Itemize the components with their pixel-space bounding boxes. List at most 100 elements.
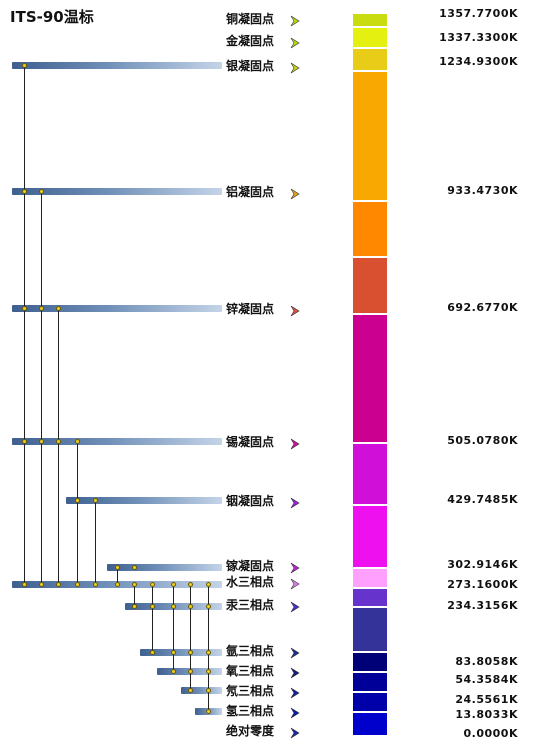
chevron-right-icon[interactable] [289, 185, 301, 200]
interval-bar [12, 188, 222, 195]
scale-band [353, 72, 387, 200]
junction-dot [115, 582, 120, 587]
temperature-value: 13.8033K [455, 708, 518, 721]
chevron-right-icon[interactable] [289, 575, 301, 590]
interval-bar [66, 497, 222, 504]
chevron-right-icon[interactable] [289, 34, 301, 49]
interval-bar [12, 62, 222, 69]
junction-dot [56, 439, 61, 444]
point-label: 氩三相点 [225, 644, 274, 658]
scale-band [353, 506, 387, 567]
junction-dot [39, 439, 44, 444]
temperature-value: 54.3584K [455, 673, 518, 686]
junction-dot [206, 604, 211, 609]
point-label: 氢三相点 [225, 704, 274, 718]
junction-dot [171, 604, 176, 609]
junction-dot [206, 688, 211, 693]
temperature-value: 273.1600K [447, 578, 518, 591]
chevron-right-icon[interactable] [289, 494, 301, 509]
chevron-right-icon[interactable] [289, 684, 301, 699]
point-label: 锡凝固点 [225, 435, 274, 449]
junction-dot [188, 582, 193, 587]
junction-dot [75, 582, 80, 587]
interval-bar [12, 438, 222, 445]
connector-line [58, 308, 59, 584]
chevron-right-icon[interactable] [289, 644, 301, 659]
junction-dot [22, 439, 27, 444]
scale-band [353, 693, 387, 711]
temperature-value: 302.9146K [447, 558, 518, 571]
scale-band [353, 49, 387, 70]
scale-band [353, 258, 387, 313]
junction-dot [206, 582, 211, 587]
connector-line [173, 584, 174, 671]
junction-dot [150, 582, 155, 587]
scale-band [353, 608, 387, 651]
temperature-value: 1357.7700K [439, 7, 518, 20]
temperature-value: 83.8058K [455, 655, 518, 668]
connector-line [208, 584, 209, 711]
connector-line [134, 584, 135, 606]
junction-dot [56, 582, 61, 587]
scale-band [353, 202, 387, 256]
point-label: 水三相点 [225, 575, 274, 589]
point-label: 氖三相点 [225, 684, 274, 698]
scale-band [353, 673, 387, 691]
junction-dot [188, 688, 193, 693]
chevron-right-icon[interactable] [289, 12, 301, 27]
point-label: 绝对零度 [225, 724, 274, 738]
junction-dot [188, 650, 193, 655]
junction-dot [75, 439, 80, 444]
point-label: 铟凝固点 [225, 494, 274, 508]
junction-dot [22, 582, 27, 587]
connector-line [24, 65, 25, 584]
scale-band [353, 653, 387, 671]
junction-dot [206, 669, 211, 674]
point-label: 铜凝固点 [225, 12, 274, 26]
junction-dot [132, 604, 137, 609]
temperature-value: 1234.9300K [439, 55, 518, 68]
temperature-value: 505.0780K [447, 434, 518, 447]
scale-band [353, 28, 387, 47]
point-label: 氧三相点 [225, 664, 274, 678]
point-label: 铝凝固点 [225, 185, 274, 199]
connector-line [41, 278, 42, 584]
scale-band [353, 589, 387, 606]
connector-line [95, 500, 96, 584]
connector-line [77, 441, 78, 584]
junction-dot [188, 669, 193, 674]
scale-band [353, 14, 387, 26]
interval-bar [181, 687, 222, 694]
junction-dot [39, 306, 44, 311]
junction-dot [171, 669, 176, 674]
temperature-value: 933.4730K [447, 184, 518, 197]
scale-band [353, 569, 387, 587]
junction-dot [115, 565, 120, 570]
junction-dot [93, 582, 98, 587]
junction-dot [22, 306, 27, 311]
junction-dot [150, 604, 155, 609]
chevron-right-icon[interactable] [289, 664, 301, 679]
chevron-right-icon[interactable] [289, 598, 301, 613]
chevron-right-icon[interactable] [289, 435, 301, 450]
chevron-right-icon[interactable] [289, 724, 301, 739]
interval-bar [107, 564, 222, 571]
connector-line [41, 191, 42, 278]
connector-line [152, 584, 153, 652]
point-label: 锌凝固点 [225, 302, 274, 316]
junction-dot [22, 189, 27, 194]
page-title: ITS-90温标 [10, 8, 94, 26]
junction-dot [132, 565, 137, 570]
chevron-right-icon[interactable] [289, 59, 301, 74]
temperature-value: 234.3156K [447, 599, 518, 612]
chevron-right-icon[interactable] [289, 302, 301, 317]
scale-band [353, 713, 387, 735]
junction-dot [206, 650, 211, 655]
junction-dot [132, 582, 137, 587]
point-label: 汞三相点 [225, 598, 274, 612]
connector-line [117, 567, 118, 584]
temperature-value: 692.6770K [447, 301, 518, 314]
chevron-right-icon[interactable] [289, 704, 301, 719]
junction-dot [56, 306, 61, 311]
chevron-right-icon[interactable] [289, 559, 301, 574]
